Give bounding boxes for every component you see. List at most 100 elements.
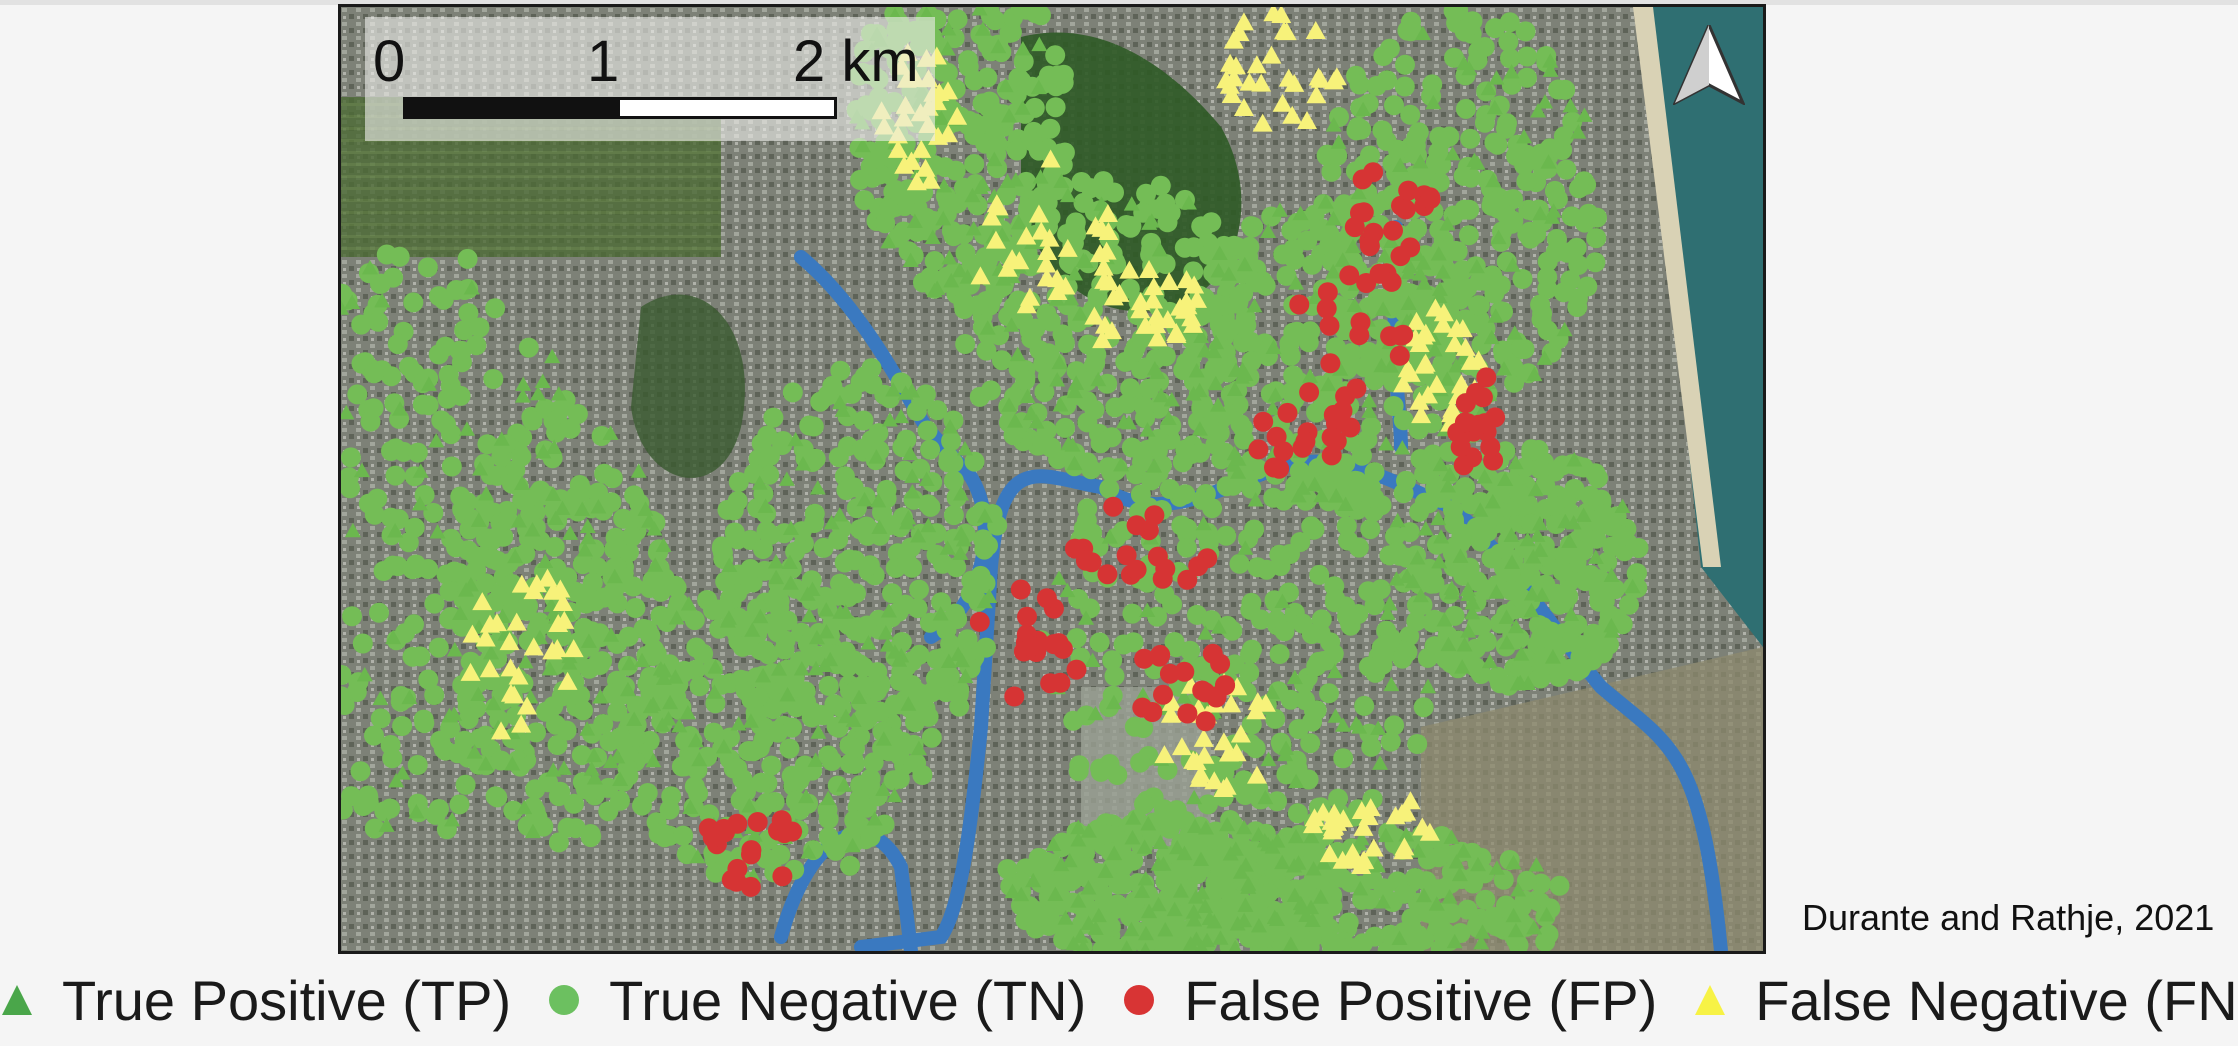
marker-triangle [1207, 375, 1224, 391]
marker-triangle [985, 230, 1006, 249]
marker-triangle [1307, 289, 1324, 304]
marker-triangle [1176, 270, 1197, 289]
marker-triangle [1455, 843, 1472, 858]
marker-dot [428, 637, 449, 658]
marker-dot [882, 583, 902, 604]
marker-dot [1130, 484, 1151, 505]
marker-triangle [1090, 907, 1107, 923]
legend-label: True Positive (TP) [62, 968, 512, 1032]
marker-dot [1040, 118, 1061, 139]
marker-triangle [1141, 215, 1158, 230]
marker-triangle [1406, 311, 1427, 330]
marker-dot [491, 750, 511, 771]
marker-triangle [1195, 939, 1208, 951]
marker-triangle [579, 518, 596, 534]
marker-triangle [1474, 924, 1491, 939]
marker-triangle [1195, 515, 1212, 531]
marker-triangle [937, 81, 958, 100]
marker-triangle [866, 811, 883, 826]
marker-dot [879, 199, 899, 220]
marker-dot [1050, 672, 1071, 693]
marker-dot [828, 529, 849, 550]
marker-triangle [392, 401, 409, 416]
marker-triangle [1047, 282, 1068, 301]
marker-triangle [1327, 708, 1344, 723]
marker-triangle [1220, 266, 1237, 281]
marker-dot [1569, 178, 1589, 199]
marker-triangle [429, 524, 446, 539]
marker-dot [1256, 849, 1277, 870]
marker-dot [1021, 636, 1042, 657]
marker-triangle [976, 508, 993, 523]
marker-triangle [943, 272, 960, 288]
marker-dot [1134, 396, 1154, 417]
marker-triangle [1292, 205, 1309, 221]
marker-triangle [1028, 414, 1045, 429]
marker-triangle [1175, 689, 1192, 704]
marker-triangle [779, 687, 796, 702]
marker-dot [1585, 252, 1606, 273]
marker-triangle [1080, 823, 1097, 838]
marker-dot [1472, 387, 1493, 408]
marker-dot [977, 250, 998, 271]
marker-dot [958, 50, 978, 71]
marker-triangle [1510, 882, 1527, 897]
marker-dot [828, 447, 849, 468]
marker-dot [1452, 284, 1473, 305]
marker-triangle [808, 629, 825, 645]
marker-dot [547, 735, 568, 755]
marker-dot [423, 502, 444, 523]
marker-triangle [1276, 22, 1297, 41]
marker-triangle [851, 689, 868, 705]
marker-dot [441, 456, 462, 477]
marker-dot [766, 720, 786, 741]
marker-dot [849, 789, 870, 810]
marker-triangle [580, 529, 597, 545]
marker-triangle [1025, 872, 1042, 888]
marker-dot [650, 605, 671, 626]
marker-dot [779, 738, 800, 759]
marker-dot [1010, 7, 1031, 19]
marker-triangle [374, 292, 391, 308]
marker-triangle [1205, 343, 1222, 359]
marker-triangle [1468, 258, 1485, 274]
marker-dot [659, 799, 680, 820]
marker-triangle [1456, 55, 1473, 71]
marker-dot [1300, 733, 1321, 754]
marker-dot [1407, 734, 1428, 754]
marker-dot [801, 570, 822, 591]
marker-triangle [868, 449, 885, 464]
marker-triangle [1160, 704, 1181, 723]
marker-dot [1209, 295, 1230, 316]
marker-triangle [586, 747, 603, 763]
marker-dot [1537, 279, 1558, 299]
marker-triangle [544, 348, 561, 364]
marker-dot [1463, 873, 1484, 894]
marker-dot [573, 700, 593, 721]
marker-dot [1341, 480, 1362, 501]
marker-triangle [1439, 478, 1456, 493]
marker-triangle [1119, 260, 1140, 279]
marker-dot [618, 626, 639, 647]
marker-triangle [1325, 210, 1342, 226]
marker-triangle [1146, 306, 1167, 325]
marker-dot [1474, 413, 1495, 434]
marker-dot [570, 685, 591, 706]
marker-dot [1512, 269, 1533, 289]
marker-triangle [1350, 184, 1367, 200]
marker-triangle [506, 612, 527, 631]
marker-triangle [1149, 364, 1166, 380]
marker-dot [918, 706, 939, 727]
marker-dot [1280, 689, 1301, 710]
marker-triangle [401, 689, 418, 705]
marker-triangle [742, 713, 759, 728]
marker-triangle [1488, 70, 1505, 85]
marker-triangle [668, 610, 685, 625]
marker-triangle [719, 613, 736, 628]
marker-dot [1447, 241, 1468, 262]
marker-dot [1096, 824, 1117, 845]
marker-triangle [602, 425, 619, 440]
marker-dot [556, 720, 577, 741]
marker-triangle [1376, 248, 1393, 263]
marker-dot [872, 721, 893, 742]
